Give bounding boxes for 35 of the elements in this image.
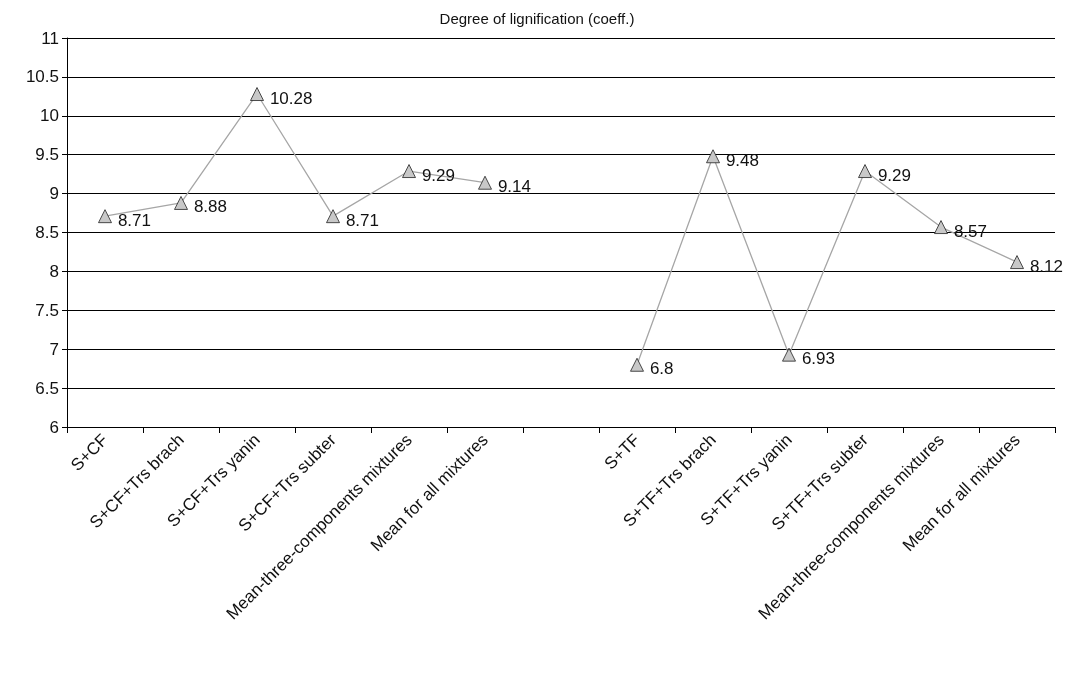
data-label: 10.28 [269, 88, 313, 108]
point [402, 164, 416, 178]
point [782, 347, 796, 362]
data-label: 9.29 [877, 165, 911, 185]
data-label: 9.48 [725, 150, 759, 170]
y-tick-label: 7.5 [35, 300, 59, 320]
data-label: 8.12 [1029, 256, 1063, 276]
data-label: 6.93 [801, 349, 835, 369]
point [934, 220, 948, 234]
data-label: 8.88 [193, 197, 227, 217]
point [1010, 255, 1024, 269]
y-tick-label: 6.5 [35, 378, 59, 398]
data-label: 9.29 [421, 165, 455, 185]
point [326, 209, 340, 224]
y-tick-label: 10.5 [25, 67, 59, 87]
y-tick-label: 8.5 [35, 223, 59, 242]
y-tick-label: 10 [40, 106, 59, 126]
data-label: 9.14 [497, 177, 531, 197]
point [706, 149, 720, 164]
point [98, 209, 112, 224]
y-tick-label: 11 [41, 28, 59, 48]
data-label: 8.71 [117, 210, 151, 230]
y-tick-label: 6 [49, 417, 59, 437]
point [174, 196, 188, 210]
point [250, 87, 264, 101]
y-tick-label: 7 [49, 339, 59, 359]
y-tick-label: 9 [49, 184, 59, 204]
data-label: 8.71 [345, 210, 379, 230]
point [630, 357, 644, 372]
data-label: 6.8 [649, 359, 674, 379]
point [478, 175, 492, 190]
point [858, 164, 872, 178]
y-tick-label: 8 [49, 261, 59, 281]
chart-title: Degree of lignification (coeff.) [439, 10, 635, 27]
y-tick-label: 9.5 [35, 145, 59, 165]
